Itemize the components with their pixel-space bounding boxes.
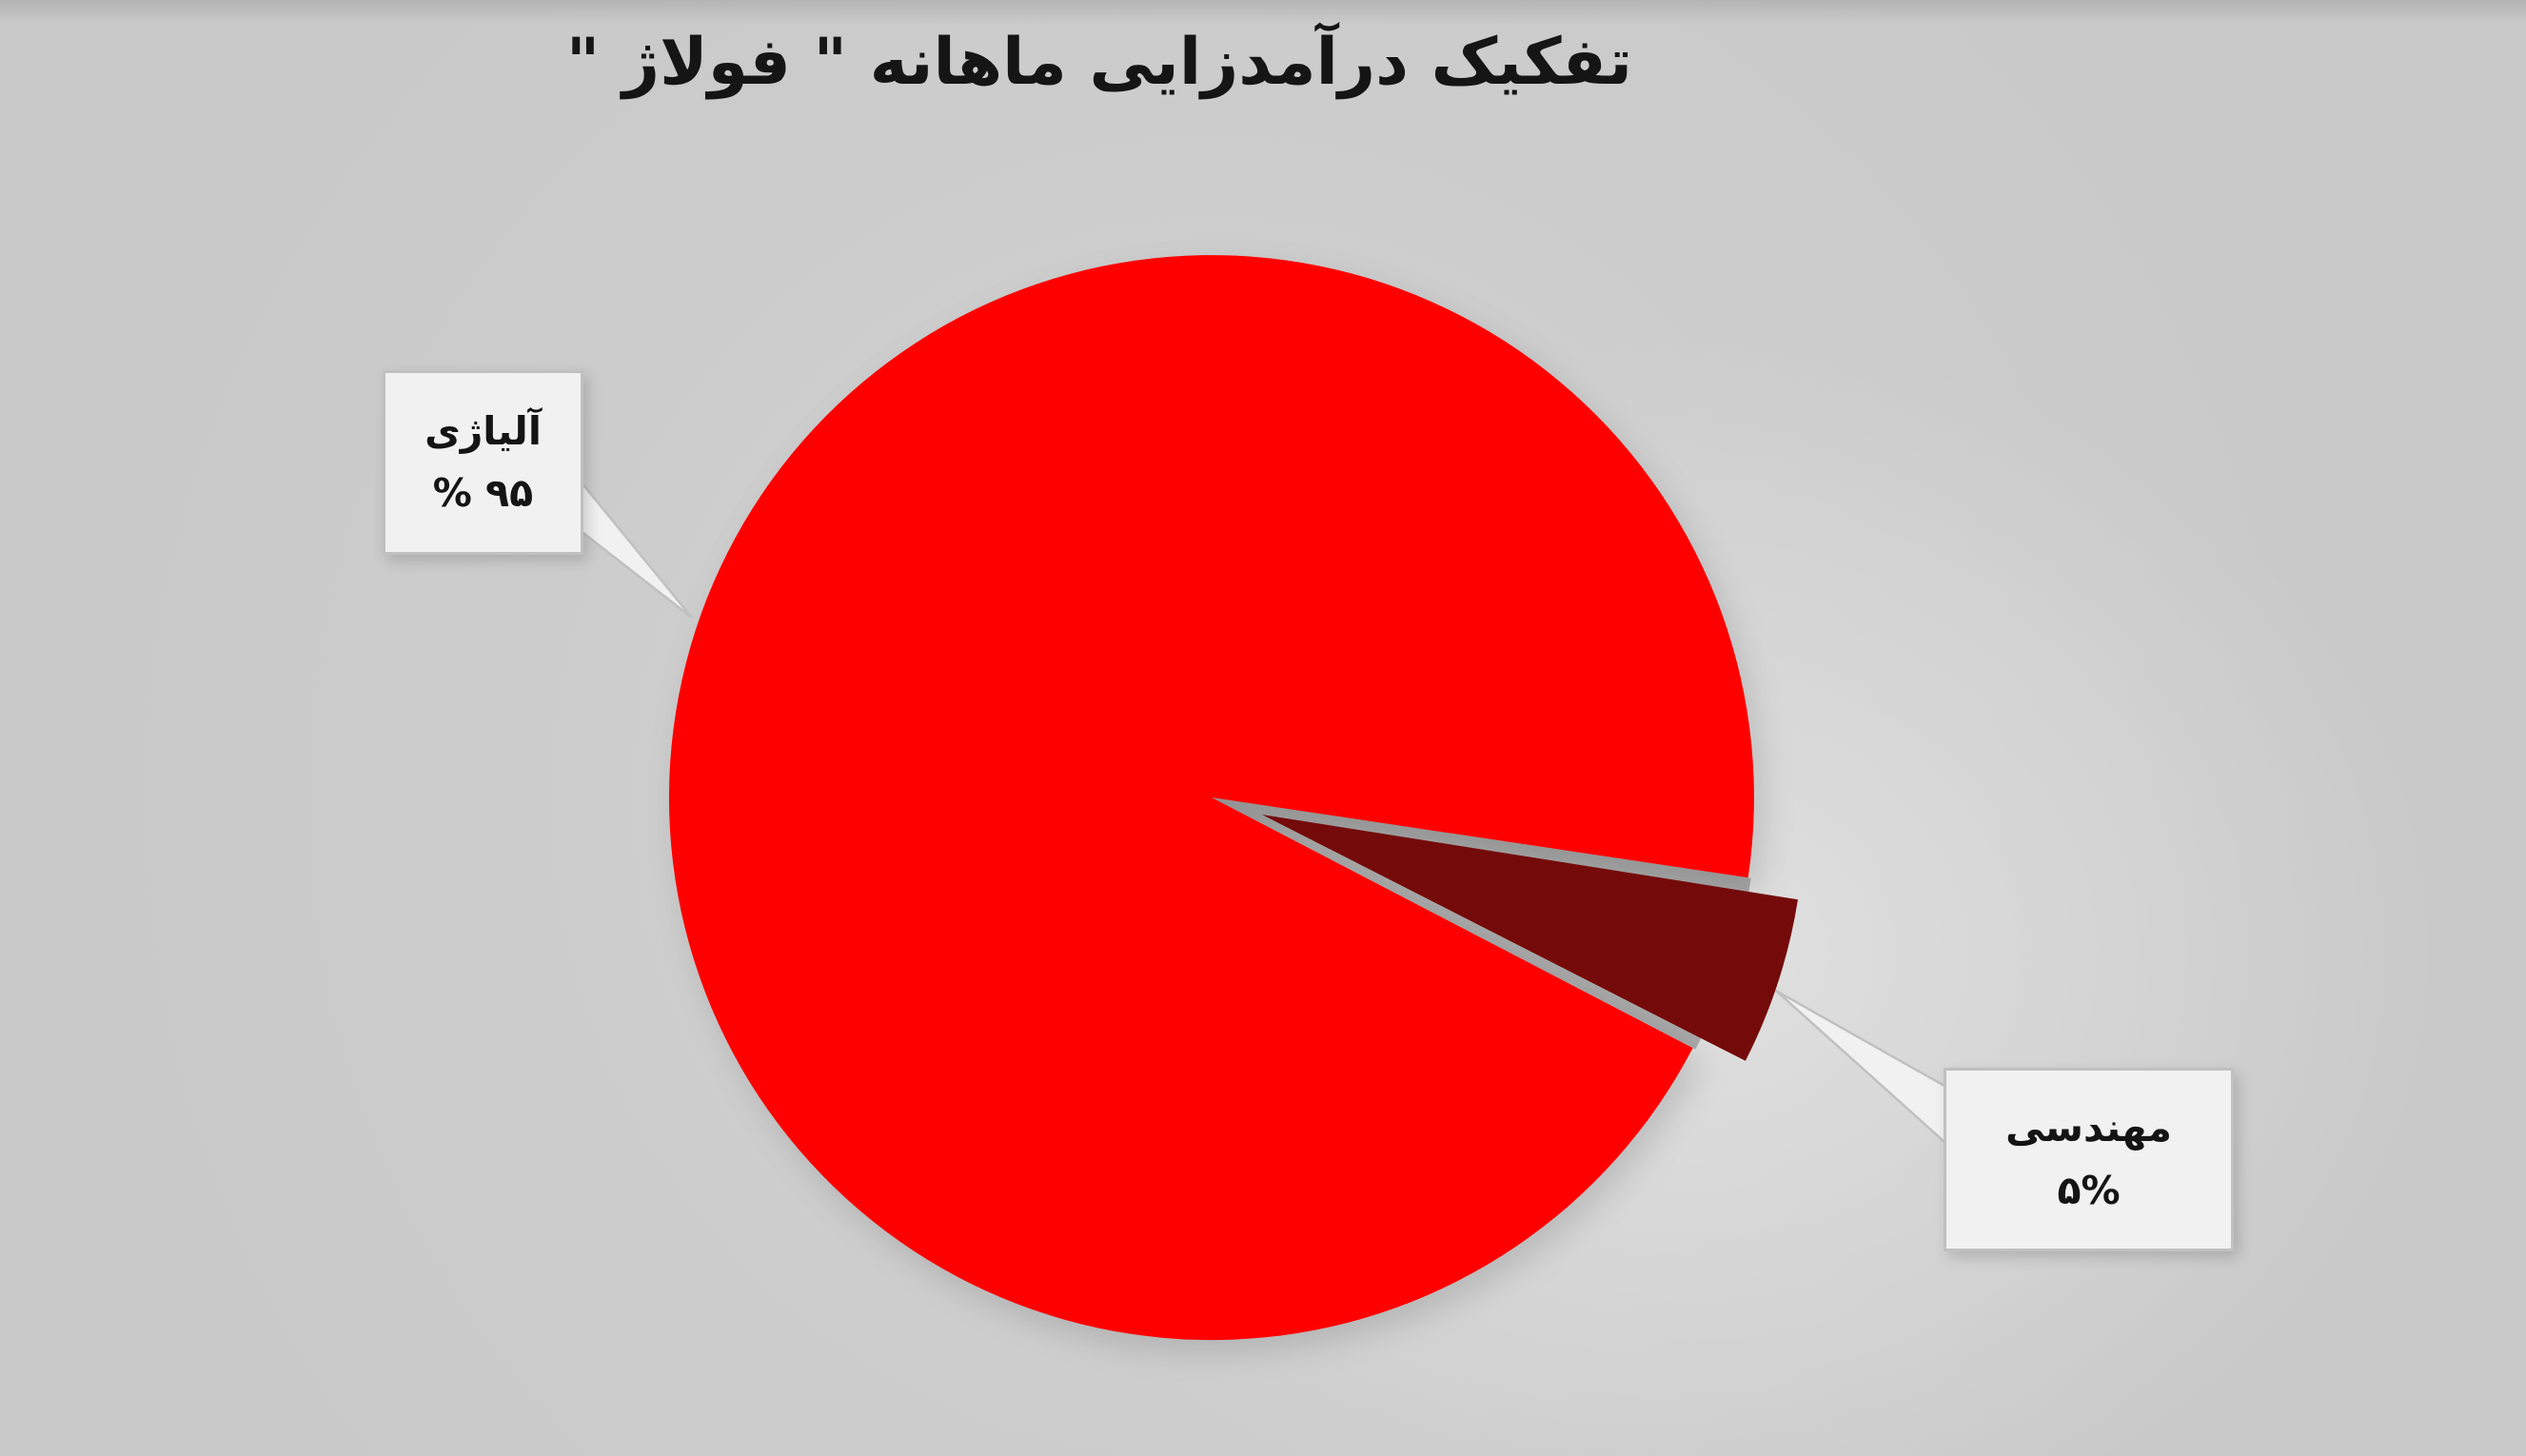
callout-aliazhi-percent: ۹۵ % bbox=[432, 470, 534, 516]
pie-slice-aliazhi bbox=[668, 255, 1754, 1341]
callout-mohandesi: مهندسی ۵% bbox=[1944, 1068, 2234, 1251]
pie-slice-mohandesi bbox=[1262, 815, 1798, 1061]
chart-title: تفکیک درآمدزایی ماهانه " فولاژ " bbox=[565, 25, 1633, 100]
callout-aliazhi-label: آلیاژی bbox=[424, 407, 542, 454]
callout-mohandesi-percent: ۵% bbox=[2057, 1167, 2121, 1213]
callout-mohandesi-label: مهندسی bbox=[2005, 1105, 2172, 1151]
callout-tail-left bbox=[574, 472, 693, 619]
callout-aliazhi: آلیاژی ۹۵ % bbox=[383, 370, 583, 555]
callout-tail-right bbox=[1775, 989, 1955, 1152]
